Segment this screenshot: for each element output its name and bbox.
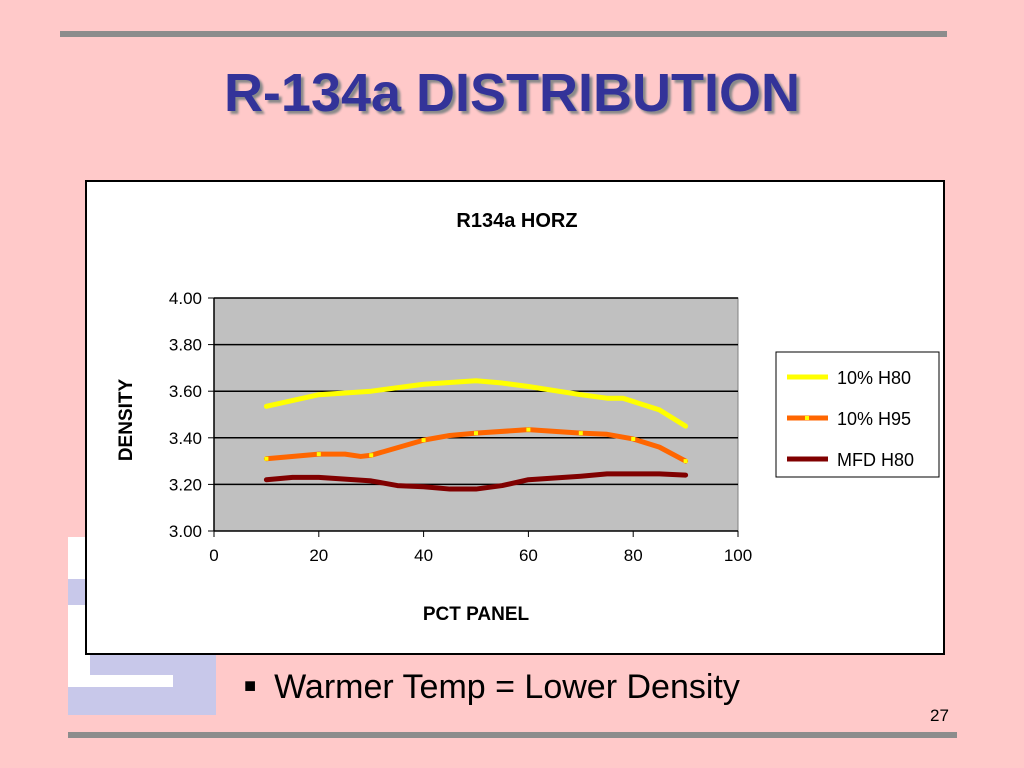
x-tick-label: 40 bbox=[414, 546, 433, 565]
y-tick-label: 3.40 bbox=[169, 429, 202, 448]
legend-label: 10% H80 bbox=[837, 368, 911, 388]
chart-title: R134a HORZ bbox=[456, 210, 577, 232]
series-line-3 bbox=[263, 471, 689, 492]
y-tick-label: 3.00 bbox=[169, 522, 202, 541]
y-tick-label: 4.00 bbox=[169, 289, 202, 308]
series-line-2 bbox=[263, 427, 689, 464]
x-tick-label: 60 bbox=[519, 546, 538, 565]
legend-label: MFD H80 bbox=[837, 450, 914, 470]
plot-area bbox=[213, 297, 739, 532]
top-rule bbox=[60, 31, 947, 37]
page-number: 27 bbox=[930, 706, 949, 725]
series-marker bbox=[683, 459, 688, 464]
bottom-rule bbox=[68, 732, 957, 738]
series-marker bbox=[421, 438, 426, 443]
series-marker bbox=[578, 431, 583, 436]
legend-box bbox=[775, 351, 940, 478]
line-chart: R134a HORZ DENSITY PCT PANEL 3.00 3.20 3.4… bbox=[116, 210, 940, 625]
series-line-1 bbox=[263, 378, 689, 429]
bullet-square-icon: ■ bbox=[244, 675, 257, 697]
y-axis-label: DENSITY bbox=[116, 379, 137, 462]
legend-marker bbox=[805, 416, 809, 420]
legend: 10% H80 10% H95 MFD H80 bbox=[775, 351, 940, 478]
x-tick-label: 20 bbox=[309, 546, 328, 565]
y-tick-label: 3.60 bbox=[169, 382, 202, 401]
y-tick-label: 3.20 bbox=[169, 475, 202, 494]
x-tick-label: 0 bbox=[209, 546, 218, 565]
y-tick-label: 3.80 bbox=[169, 336, 202, 355]
bullet-point: ■ Warmer Temp = Lower Density bbox=[244, 668, 740, 707]
chart-frame: R134a HORZ DENSITY PCT PANEL 3.00 3.20 3.4… bbox=[85, 180, 945, 655]
series-marker bbox=[631, 436, 636, 441]
slide-title: R-134a DISTRIBUTION bbox=[223, 63, 801, 123]
bullet-text: Warmer Temp = Lower Density bbox=[274, 668, 740, 706]
series-marker bbox=[316, 452, 321, 457]
legend-label: 10% H95 bbox=[837, 409, 911, 429]
series-marker bbox=[526, 427, 531, 432]
series-marker bbox=[264, 456, 269, 461]
x-tick-label: 80 bbox=[624, 546, 643, 565]
x-tick-label: 100 bbox=[724, 546, 752, 565]
series-marker bbox=[474, 431, 478, 436]
x-axis-label: PCT PANEL bbox=[423, 604, 530, 625]
series-marker bbox=[369, 453, 374, 458]
